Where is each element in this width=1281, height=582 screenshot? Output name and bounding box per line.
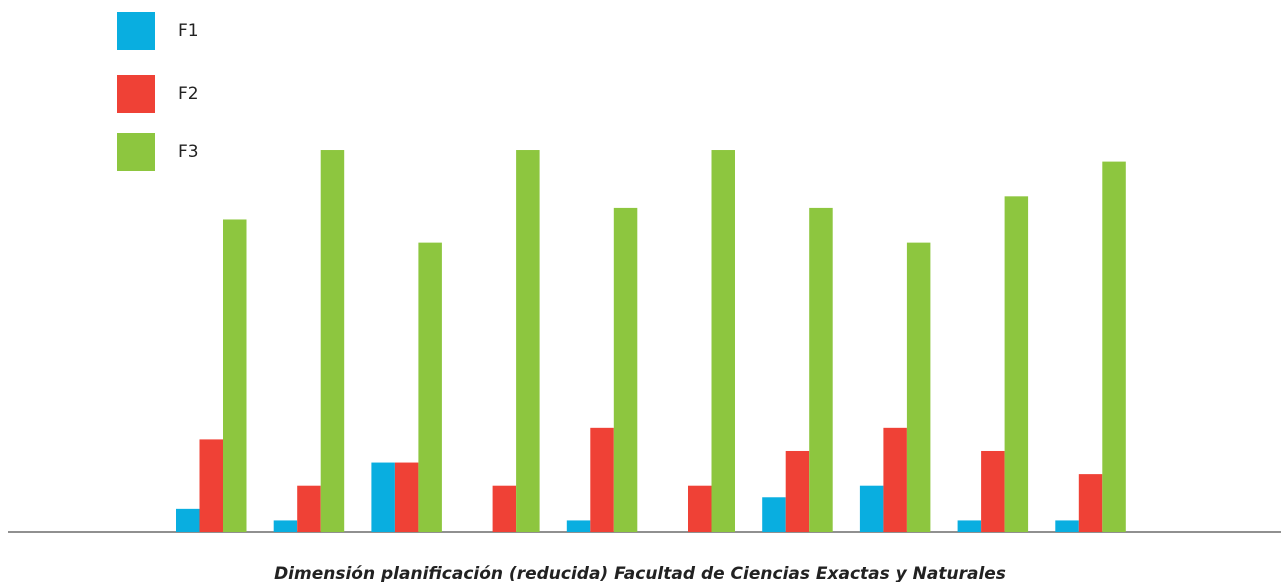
legend-label: F3 [178, 142, 199, 162]
bar [711, 150, 735, 532]
bar [590, 427, 614, 532]
bar [320, 150, 345, 532]
bar [762, 497, 786, 532]
bar [1102, 161, 1126, 532]
bar [176, 508, 200, 532]
bar [371, 462, 395, 532]
bar [906, 242, 931, 532]
bar [223, 219, 247, 532]
bar [199, 439, 223, 532]
bar [859, 485, 884, 532]
legend-swatch [117, 12, 155, 50]
bar [809, 207, 833, 532]
bar [613, 207, 638, 532]
legend-label: F1 [178, 21, 199, 41]
legend-label: F2 [178, 84, 199, 104]
bar [297, 485, 321, 532]
bar [981, 450, 1005, 532]
bar [394, 462, 419, 532]
bar [418, 242, 442, 532]
bar [957, 520, 982, 532]
bar [688, 485, 712, 532]
bar [492, 485, 517, 532]
bar [1078, 474, 1103, 532]
bar [883, 427, 907, 532]
bar [566, 520, 591, 532]
bar [1055, 520, 1079, 532]
chart-title: Dimensión planificación (reducida) Facul… [274, 564, 1006, 582]
legend-swatch [117, 75, 155, 113]
bar [1004, 196, 1029, 532]
bar [273, 520, 298, 532]
bar [785, 450, 810, 532]
bar [516, 150, 540, 532]
legend-swatch [117, 133, 155, 171]
